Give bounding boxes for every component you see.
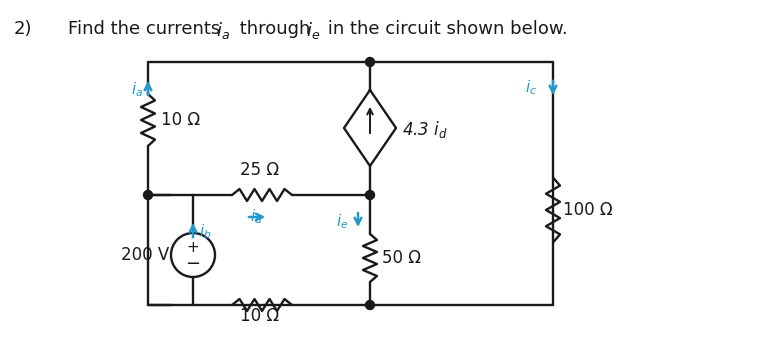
Text: $i_a$: $i_a$ bbox=[216, 20, 230, 41]
Circle shape bbox=[365, 191, 374, 199]
Circle shape bbox=[144, 191, 153, 199]
Text: in the circuit shown below.: in the circuit shown below. bbox=[322, 20, 567, 38]
Text: 200 V: 200 V bbox=[121, 246, 169, 264]
Circle shape bbox=[365, 300, 374, 310]
Text: $i_d$: $i_d$ bbox=[250, 208, 263, 226]
Circle shape bbox=[365, 58, 374, 66]
Text: $i_c$: $i_c$ bbox=[525, 79, 537, 97]
Text: 50 Ω: 50 Ω bbox=[382, 249, 421, 267]
Text: 4.3 $i_d$: 4.3 $i_d$ bbox=[402, 120, 448, 140]
Text: Find the currents: Find the currents bbox=[68, 20, 226, 38]
Text: −: − bbox=[185, 255, 201, 273]
Text: 100 Ω: 100 Ω bbox=[563, 201, 613, 219]
Text: 10 Ω: 10 Ω bbox=[240, 307, 279, 325]
Text: 2): 2) bbox=[14, 20, 32, 38]
Text: $i_b$: $i_b$ bbox=[198, 223, 211, 241]
Text: $i_a$: $i_a$ bbox=[131, 81, 143, 99]
Text: $i_e$: $i_e$ bbox=[336, 213, 348, 231]
Text: $i_e$: $i_e$ bbox=[306, 20, 320, 41]
Text: 10 Ω: 10 Ω bbox=[161, 111, 200, 129]
Text: +: + bbox=[187, 239, 199, 255]
Text: through: through bbox=[234, 20, 316, 38]
Text: 25 Ω: 25 Ω bbox=[240, 161, 279, 179]
